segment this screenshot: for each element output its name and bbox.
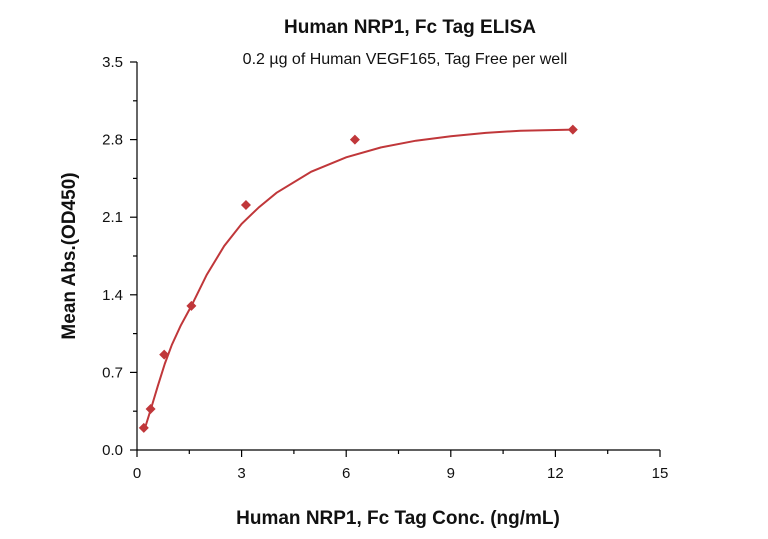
y-axis-ticks: 0.0 0.7 1.4 2.1 2.8 3.5 xyxy=(102,54,137,459)
axes xyxy=(136,62,660,451)
data-point xyxy=(145,403,156,414)
data-point xyxy=(138,422,149,433)
chart-title: Human NRP1, Fc Tag ELISA xyxy=(284,17,536,38)
x-axis-ticks: 0 3 6 9 12 15 xyxy=(133,450,669,482)
x-tick-label: 12 xyxy=(547,465,564,482)
y-tick-label: 0.7 xyxy=(102,364,123,381)
x-tick-label: 15 xyxy=(652,465,669,482)
data-point xyxy=(240,200,251,211)
y-tick-label: 3.5 xyxy=(102,54,123,71)
y-axis-title: Mean Abs.(OD450) xyxy=(59,172,80,339)
chart-subtitle: 0.2 µg of Human VEGF165, Tag Free per we… xyxy=(243,51,568,68)
data-point xyxy=(186,300,197,311)
fit-curve xyxy=(143,128,573,432)
x-tick-label: 0 xyxy=(133,465,141,482)
y-tick-label: 1.4 xyxy=(102,287,123,304)
data-points xyxy=(138,124,578,433)
x-tick-label: 3 xyxy=(237,465,245,482)
x-tick-label: 6 xyxy=(342,465,350,482)
data-point xyxy=(159,349,170,360)
x-axis-title: Human NRP1, Fc Tag Conc. (ng/mL) xyxy=(236,508,560,529)
y-tick-label: 0.0 xyxy=(102,442,123,459)
data-point xyxy=(567,124,578,135)
y-tick-label: 2.1 xyxy=(102,209,123,226)
data-point xyxy=(349,134,360,145)
x-tick-label: 9 xyxy=(447,465,455,482)
y-tick-label: 2.8 xyxy=(102,132,123,149)
